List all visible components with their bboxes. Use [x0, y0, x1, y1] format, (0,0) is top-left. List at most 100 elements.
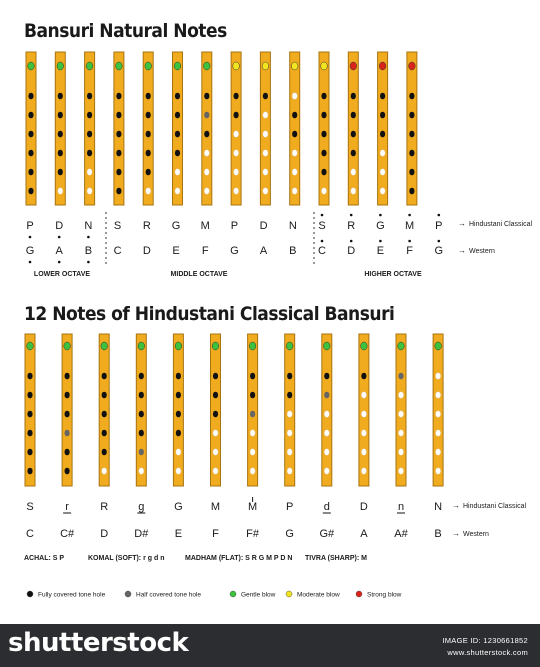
tone-hole-icon: [101, 391, 107, 399]
tone-hole-icon: [28, 168, 34, 176]
blow-hole-icon: [203, 61, 211, 71]
tone-hole-icon: [409, 92, 415, 100]
flute-body: [289, 51, 301, 206]
western-note-4: C: [114, 245, 122, 257]
tone-hole-icon: [138, 372, 144, 380]
flute-body: [54, 51, 66, 206]
hindustani-note-3: N: [84, 220, 92, 232]
tone-hole-icon: [203, 187, 210, 195]
hindustani-note-8: P: [231, 220, 238, 232]
tone-hole-icon: [116, 149, 122, 157]
tone-hole-icon: [409, 168, 415, 176]
arrow-icon: →: [458, 219, 466, 228]
tone-hole-icon: [350, 187, 357, 195]
flute-body: [230, 51, 242, 206]
legend-dot-icon: [229, 590, 237, 598]
tone-hole-icon: [27, 429, 33, 437]
western-note-3: B: [85, 245, 92, 257]
flute-body: [377, 51, 389, 206]
flute-body: [284, 333, 296, 487]
blow-hole-icon: [360, 341, 368, 351]
tone-hole-icon: [361, 410, 367, 418]
hindustani-note-10: N: [289, 220, 297, 232]
tone-hole-icon: [323, 410, 330, 418]
tone-hole-icon: [287, 391, 293, 399]
legend-dot-icon: [355, 590, 363, 598]
legend-label-3: Gentle blow: [241, 592, 276, 599]
western-note-s2-12: B: [434, 528, 441, 540]
tone-hole-icon: [249, 467, 256, 475]
hindustani-note-s2-11: n: [398, 501, 404, 513]
tone-hole-icon: [398, 448, 404, 456]
flute-s1-5: [142, 51, 154, 206]
blow-hole-icon: [63, 341, 71, 351]
flute-body: [24, 333, 36, 487]
legend-label-1: Fully covered tone hole: [38, 592, 106, 599]
blow-hole-icon: [349, 61, 357, 71]
tone-hole-icon: [286, 429, 293, 437]
tone-hole-icon: [204, 130, 210, 138]
note-achal: ACHAL: S P: [24, 555, 64, 562]
octave-dot-low: [57, 260, 61, 264]
tone-hole-icon: [361, 391, 367, 399]
tone-hole-icon: [28, 92, 34, 100]
tone-hole-icon: [87, 92, 93, 100]
tone-hole-icon: [262, 187, 269, 195]
western-note-s2-9: G#: [319, 528, 335, 540]
tone-hole-icon: [64, 429, 70, 437]
blow-hole-icon: [291, 61, 299, 71]
hindustani-note-s2-9: d: [324, 501, 330, 513]
flute-body: [247, 333, 259, 487]
flute-body: [25, 51, 37, 206]
western-note-1: G: [26, 245, 35, 257]
western-note-14: F: [406, 245, 413, 257]
blow-hole-icon: [211, 341, 220, 351]
hindustani-note-14: M: [405, 220, 414, 232]
hindustani-note-12: R: [347, 220, 355, 232]
higher-octave-label: HIGHER OCTAVE: [364, 271, 422, 278]
tone-hole-icon: [116, 168, 122, 176]
hindustani-note-4: S: [114, 220, 121, 232]
tone-hole-icon: [64, 391, 70, 399]
hindustani-note-1: P: [26, 220, 33, 232]
octave-dot-high: [379, 213, 382, 217]
hindustani-note-s2-8: P: [286, 501, 293, 513]
western-note-s2-3: D: [100, 528, 108, 540]
image-id: IMAGE ID: 1230661852: [442, 636, 528, 645]
tone-hole-icon: [435, 448, 441, 456]
legend-hindustani-1: Hindustani Classical: [469, 221, 532, 228]
tone-hole-icon: [28, 130, 34, 138]
tone-hole-icon: [57, 130, 63, 138]
tone-hole-icon: [233, 187, 239, 195]
tone-hole-icon: [138, 410, 144, 418]
hindustani-note-s2-4: g: [138, 501, 144, 513]
flute-s2-5: [172, 333, 184, 487]
tone-hole-icon: [116, 92, 122, 100]
tone-hole-icon: [286, 467, 293, 475]
tone-hole-icon: [145, 92, 151, 100]
octave-dot-low: [28, 235, 32, 239]
flute-s2-4: [135, 333, 147, 487]
tone-hole-icon: [361, 372, 367, 380]
tone-hole-icon: [435, 372, 441, 380]
octave-dot-high: [349, 239, 353, 243]
flute-body: [172, 333, 184, 487]
tone-hole-icon: [57, 92, 63, 100]
tone-hole-icon: [350, 111, 356, 119]
tone-hole-icon: [350, 168, 357, 176]
tone-hole-icon: [64, 410, 70, 418]
tone-hole-icon: [212, 429, 219, 437]
footer-bar: shutterstock IMAGE ID: 1230661852 www.sh…: [0, 624, 540, 667]
flute-s1-6: [172, 51, 183, 206]
tone-hole-icon: [101, 372, 107, 380]
western-note-15: G: [435, 245, 444, 257]
western-note-2: A: [56, 245, 64, 257]
flute-s1-13: [377, 51, 389, 206]
tone-hole-icon: [57, 168, 63, 176]
tone-hole-icon: [57, 111, 63, 119]
tone-hole-icon: [64, 467, 70, 475]
tone-hole-icon: [138, 391, 144, 399]
octave-dot-low: [57, 235, 61, 239]
legend-dot-icon: [26, 590, 34, 598]
